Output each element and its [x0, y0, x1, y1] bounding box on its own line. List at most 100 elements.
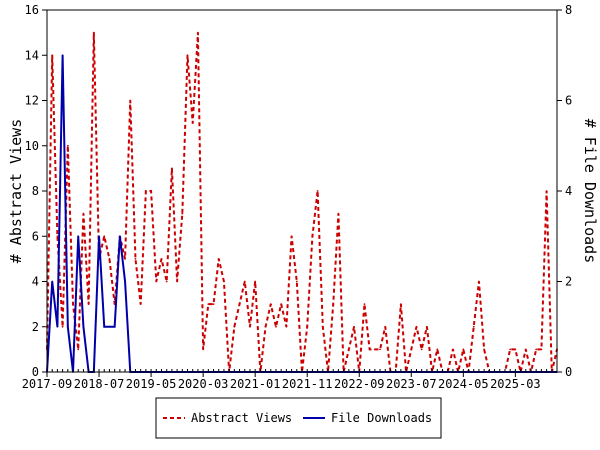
data-point	[415, 325, 418, 328]
data-point	[269, 303, 272, 306]
y-tick-label: 8	[32, 184, 39, 198]
data-point	[66, 144, 69, 147]
data-point	[332, 303, 335, 306]
data-point	[545, 190, 548, 192]
data-point	[462, 348, 465, 351]
y2-tick-label: 6	[565, 94, 572, 108]
y2-tick-label: 8	[565, 3, 572, 17]
plot-background	[47, 10, 557, 372]
data-point	[124, 280, 126, 283]
legend-label-downloads: File Downloads	[331, 411, 432, 425]
data-point	[202, 348, 205, 351]
y-tick-label: 6	[32, 229, 39, 243]
data-point	[56, 235, 59, 238]
data-point	[264, 325, 267, 328]
data-point	[108, 257, 111, 260]
data-point	[483, 348, 486, 351]
data-point	[280, 303, 283, 306]
data-point	[243, 280, 246, 283]
data-point	[337, 212, 340, 215]
data-point	[311, 235, 314, 238]
data-point	[82, 325, 85, 328]
data-point	[535, 348, 538, 351]
data-point	[316, 190, 319, 192]
data-point	[353, 325, 355, 328]
y2-tick-label: 0	[565, 365, 572, 379]
data-point	[347, 348, 350, 351]
y-tick-label: 12	[25, 94, 39, 108]
data-point	[186, 54, 189, 57]
data-point	[233, 325, 236, 328]
data-point	[420, 348, 423, 351]
data-point	[181, 212, 184, 215]
y-axis-left: 0 2 4 6 8 10 12 14 16	[25, 3, 47, 379]
data-point	[155, 280, 158, 283]
data-point	[509, 348, 512, 351]
y-axis-right: 0 2 4 6 8	[557, 3, 572, 379]
data-point	[410, 348, 413, 351]
x-tick-label: 2024-05	[438, 377, 489, 391]
data-point	[254, 280, 257, 283]
data-point	[249, 325, 251, 328]
data-point	[399, 303, 402, 306]
data-point	[363, 303, 366, 306]
data-point	[238, 303, 241, 306]
data-point	[426, 325, 428, 328]
data-point	[207, 303, 210, 306]
data-point	[285, 325, 288, 328]
x-tick-label: 2017-09	[22, 377, 73, 391]
x-tick-label: 2019-05	[126, 377, 177, 391]
x-tick-label: 2021-11	[282, 377, 333, 391]
data-point	[61, 54, 64, 57]
y-tick-label: 14	[25, 48, 39, 62]
y-tick-label: 2	[32, 320, 39, 334]
data-point	[139, 303, 142, 306]
data-point	[514, 348, 517, 351]
x-tick-label: 2025-03	[490, 377, 541, 391]
data-point	[540, 348, 543, 351]
data-point	[66, 325, 69, 328]
data-point	[77, 235, 80, 238]
data-point	[113, 325, 116, 328]
data-point	[72, 303, 74, 306]
data-point	[129, 99, 132, 102]
data-point	[124, 257, 126, 260]
data-point	[56, 325, 59, 328]
data-point	[134, 257, 137, 260]
data-point	[82, 212, 85, 215]
x-tick-label: 2018-07	[74, 377, 125, 391]
data-point	[275, 325, 277, 328]
x-tick-label: 2023-07	[386, 377, 437, 391]
data-point	[436, 348, 439, 351]
legend: Abstract Views File Downloads	[155, 397, 442, 439]
data-point	[217, 257, 220, 260]
data-point	[368, 348, 371, 351]
y-tick-label: 16	[25, 3, 39, 17]
data-point	[384, 325, 387, 328]
x-axis: 2017-09 2018-07 2019-05 2020-03 2021-01 2021-…	[22, 369, 558, 391]
data-point	[321, 325, 324, 328]
legend-label-views: Abstract Views	[191, 411, 292, 425]
series-line-abstract-views	[46, 32, 558, 373]
data-point	[290, 235, 293, 238]
x-tick-label: 2022-09	[334, 377, 385, 391]
data-point	[171, 167, 173, 170]
y2-tick-label: 4	[565, 184, 572, 198]
data-point	[478, 280, 480, 283]
y-tick-label: 10	[25, 139, 39, 153]
x-tick-label: 2021-01	[230, 377, 281, 391]
data-point	[144, 190, 147, 192]
data-point	[197, 31, 199, 34]
y2-axis-title: # File Downloads	[581, 119, 599, 264]
data-point	[160, 257, 163, 260]
data-point	[51, 280, 54, 283]
data-point	[191, 122, 194, 125]
data-point	[306, 325, 309, 328]
data-point	[524, 348, 527, 351]
data-point	[98, 235, 100, 238]
data-point	[92, 31, 95, 34]
data-point	[150, 190, 152, 192]
data-point	[379, 348, 381, 351]
y2-tick-label: 2	[565, 275, 572, 289]
data-point	[373, 348, 376, 351]
